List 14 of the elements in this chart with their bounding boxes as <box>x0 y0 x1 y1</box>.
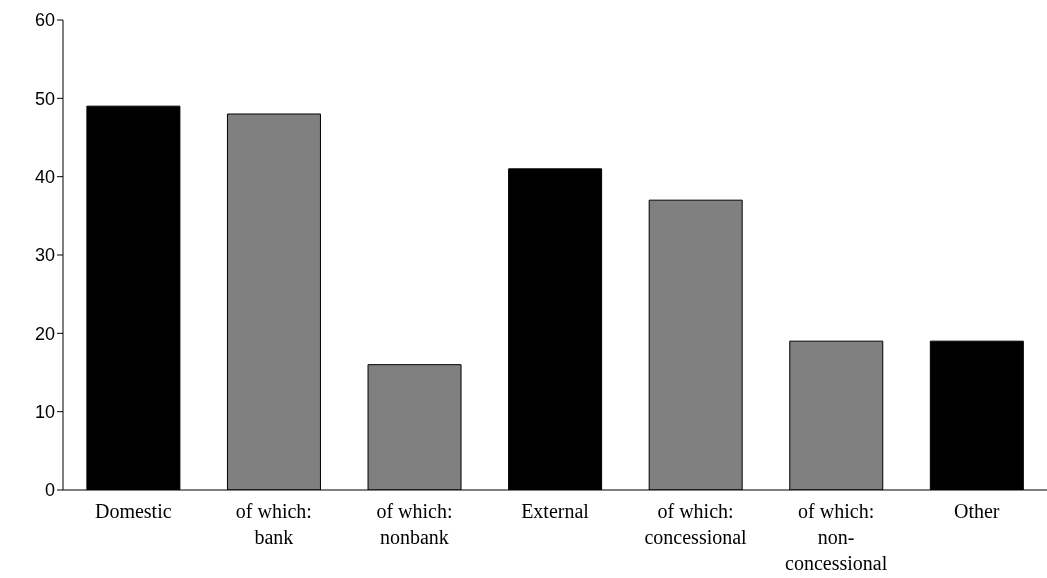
x-tick-label: of which: bank <box>235 500 312 548</box>
y-tick-label: 60 <box>34 10 55 31</box>
y-tick-label: 20 <box>34 323 55 344</box>
y-tick-label: 0 <box>44 480 55 501</box>
y-tick-label: 50 <box>34 88 55 109</box>
x-tick-label: Other <box>953 500 1000 522</box>
y-tick-label: 30 <box>34 245 55 266</box>
x-tick-label: of which: non-concessional <box>785 500 888 574</box>
x-tick-label: of which: nonbank <box>376 500 453 548</box>
y-tick-label: 10 <box>34 402 55 423</box>
y-tick-label: 40 <box>34 167 55 188</box>
x-tick-label: of which: concessional <box>644 500 748 548</box>
x-tick-label: Domestic <box>94 500 172 522</box>
x-tick-label: External <box>521 500 590 522</box>
